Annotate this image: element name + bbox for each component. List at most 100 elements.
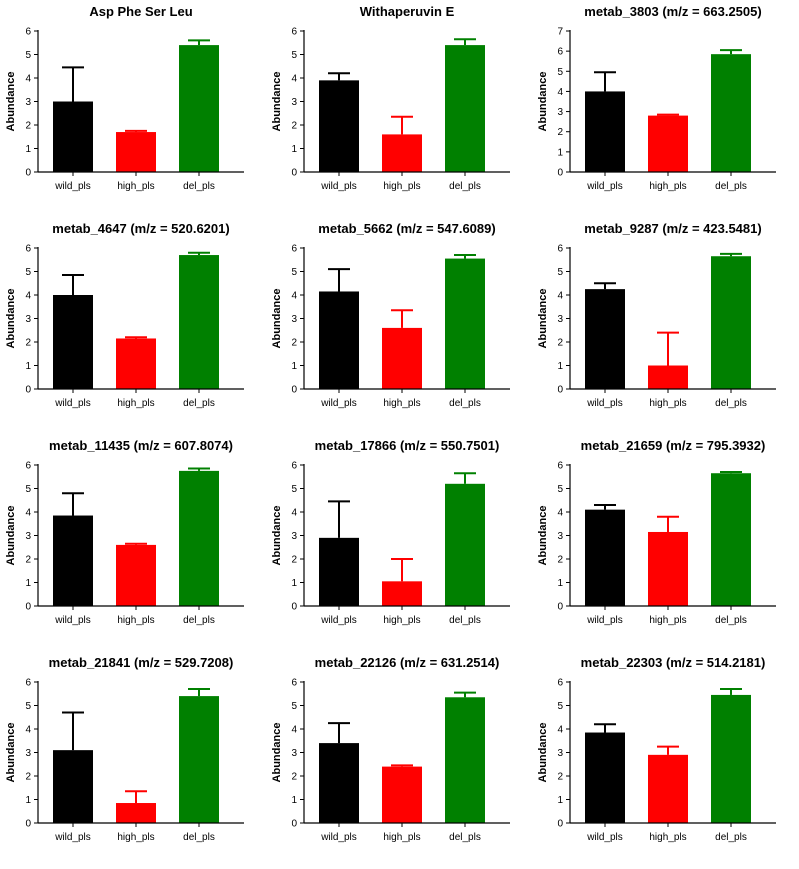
bar-del_pls bbox=[445, 258, 485, 389]
y-tick-label: 0 bbox=[557, 385, 563, 396]
y-axis-label: Abundance bbox=[537, 72, 549, 132]
x-tick-label: wild_pls bbox=[320, 832, 357, 843]
error-bar-high_pls bbox=[125, 542, 147, 545]
bar-chart: Asp Phe Ser Leu Abundance wild_pls high_pls… bbox=[5, 4, 244, 192]
error-bar-high_pls bbox=[657, 745, 679, 755]
bar-high_pls bbox=[382, 327, 422, 389]
chart-panel: metab_4647 (m/z = 520.6201) Abundance wild… bbox=[0, 217, 266, 430]
y-tick-label: 6 bbox=[25, 678, 31, 689]
x-tick-label: high_pls bbox=[649, 398, 686, 409]
chart-title: metab_5662 (m/z = 547.6089) bbox=[318, 221, 495, 236]
chart-panel: metab_21841 (m/z = 529.7208) Abundance wil… bbox=[0, 651, 266, 864]
error-bar-del_pls bbox=[454, 472, 476, 484]
y-tick-label: 5 bbox=[291, 50, 297, 61]
y-tick-label: 3 bbox=[25, 748, 31, 759]
bar-del_pls bbox=[711, 473, 751, 606]
x-tick-label: high_pls bbox=[383, 832, 420, 843]
x-tick-label: del_pls bbox=[183, 615, 215, 626]
x-tick-label: high_pls bbox=[383, 615, 420, 626]
bar-high_pls bbox=[116, 338, 156, 389]
x-tick-label: del_pls bbox=[715, 398, 747, 409]
error-bar-high_pls bbox=[657, 331, 679, 366]
bar-del_pls bbox=[179, 45, 219, 172]
bar-del_pls bbox=[445, 483, 485, 606]
y-tick-label: 1 bbox=[557, 578, 563, 589]
y-tick-label: 5 bbox=[25, 267, 31, 278]
x-tick-label: wild_pls bbox=[320, 615, 357, 626]
y-tick-label: 3 bbox=[557, 531, 563, 542]
error-bar-wild_pls bbox=[594, 282, 616, 290]
y-tick-label: 0 bbox=[25, 819, 31, 830]
error-bar-del_pls bbox=[454, 38, 476, 46]
x-tick-label: del_pls bbox=[183, 832, 215, 843]
y-axis-label: Abundance bbox=[5, 723, 17, 783]
y-tick-label: 2 bbox=[557, 772, 563, 783]
y-axis-label: Abundance bbox=[537, 289, 549, 349]
x-tick-label: wild_pls bbox=[320, 398, 357, 409]
y-tick-label: 0 bbox=[291, 819, 297, 830]
y-axis-label: Abundance bbox=[537, 506, 549, 566]
bar-wild_pls bbox=[53, 101, 93, 172]
bar-del_pls bbox=[711, 54, 751, 172]
bar-wild_pls bbox=[585, 509, 625, 606]
y-axis-label: Abundance bbox=[5, 506, 17, 566]
bar-high_pls bbox=[382, 766, 422, 823]
y-tick-label: 0 bbox=[557, 168, 563, 179]
bar-del_pls bbox=[711, 256, 751, 389]
bar-wild_pls bbox=[319, 743, 359, 823]
bar-chart: metab_22303 (m/z = 514.2181) Abundance wil… bbox=[537, 655, 776, 843]
error-bar-wild_pls bbox=[328, 72, 350, 81]
chart-panel: metab_22126 (m/z = 631.2514) Abundance wil… bbox=[266, 651, 532, 864]
chart-title: metab_9287 (m/z = 423.5481) bbox=[584, 221, 761, 236]
y-tick-label: 1 bbox=[557, 147, 563, 158]
x-tick-label: wild_pls bbox=[586, 832, 623, 843]
error-bar-wild_pls bbox=[328, 268, 350, 292]
y-tick-label: 2 bbox=[25, 772, 31, 783]
chart-panel: metab_22303 (m/z = 514.2181) Abundance wil… bbox=[532, 651, 798, 864]
y-tick-label: 6 bbox=[557, 244, 563, 255]
chart-title: Asp Phe Ser Leu bbox=[89, 4, 192, 19]
x-tick-label: high_pls bbox=[383, 398, 420, 409]
bar-del_pls bbox=[445, 697, 485, 823]
x-tick-label: wild_pls bbox=[54, 615, 91, 626]
bar-wild_pls bbox=[585, 91, 625, 172]
x-tick-label: high_pls bbox=[117, 615, 154, 626]
error-bar-del_pls bbox=[720, 688, 742, 695]
x-tick-label: del_pls bbox=[449, 615, 481, 626]
y-tick-label: 2 bbox=[25, 338, 31, 349]
error-bar-high_pls bbox=[125, 336, 147, 339]
y-tick-label: 1 bbox=[25, 578, 31, 589]
x-tick-label: wild_pls bbox=[320, 181, 357, 192]
bar-high_pls bbox=[116, 544, 156, 606]
error-bar-wild_pls bbox=[328, 500, 350, 538]
y-tick-label: 4 bbox=[291, 508, 297, 519]
chart-title: metab_21659 (m/z = 795.3932) bbox=[581, 438, 766, 453]
bar-chart: metab_21659 (m/z = 795.3932) Abundance wil… bbox=[537, 438, 776, 626]
y-tick-label: 6 bbox=[557, 461, 563, 472]
chart-title: metab_21841 (m/z = 529.7208) bbox=[49, 655, 234, 670]
y-tick-label: 4 bbox=[557, 508, 563, 519]
x-tick-label: del_pls bbox=[449, 181, 481, 192]
error-bar-del_pls bbox=[454, 254, 476, 259]
y-tick-label: 0 bbox=[557, 602, 563, 613]
y-tick-label: 4 bbox=[25, 508, 31, 519]
error-bar-high_pls bbox=[657, 113, 679, 116]
y-tick-label: 2 bbox=[557, 127, 563, 138]
chart-panel: metab_3803 (m/z = 663.2505) Abundance wild… bbox=[532, 0, 798, 213]
error-bar-wild_pls bbox=[594, 503, 616, 510]
bar-wild_pls bbox=[319, 537, 359, 606]
y-tick-label: 5 bbox=[25, 484, 31, 495]
y-tick-label: 6 bbox=[25, 27, 31, 38]
bar-wild_pls bbox=[319, 80, 359, 172]
bar-chart: metab_5662 (m/z = 547.6089) Abundance wild… bbox=[271, 221, 510, 409]
bar-high_pls bbox=[116, 132, 156, 172]
y-tick-label: 0 bbox=[25, 168, 31, 179]
error-bar-del_pls bbox=[188, 688, 210, 697]
y-tick-label: 1 bbox=[557, 795, 563, 806]
y-tick-label: 6 bbox=[25, 244, 31, 255]
y-tick-label: 6 bbox=[291, 244, 297, 255]
error-bar-del_pls bbox=[720, 49, 742, 55]
error-bar-wild_pls bbox=[594, 71, 616, 92]
bar-high_pls bbox=[116, 803, 156, 823]
y-axis-label: Abundance bbox=[271, 72, 283, 132]
